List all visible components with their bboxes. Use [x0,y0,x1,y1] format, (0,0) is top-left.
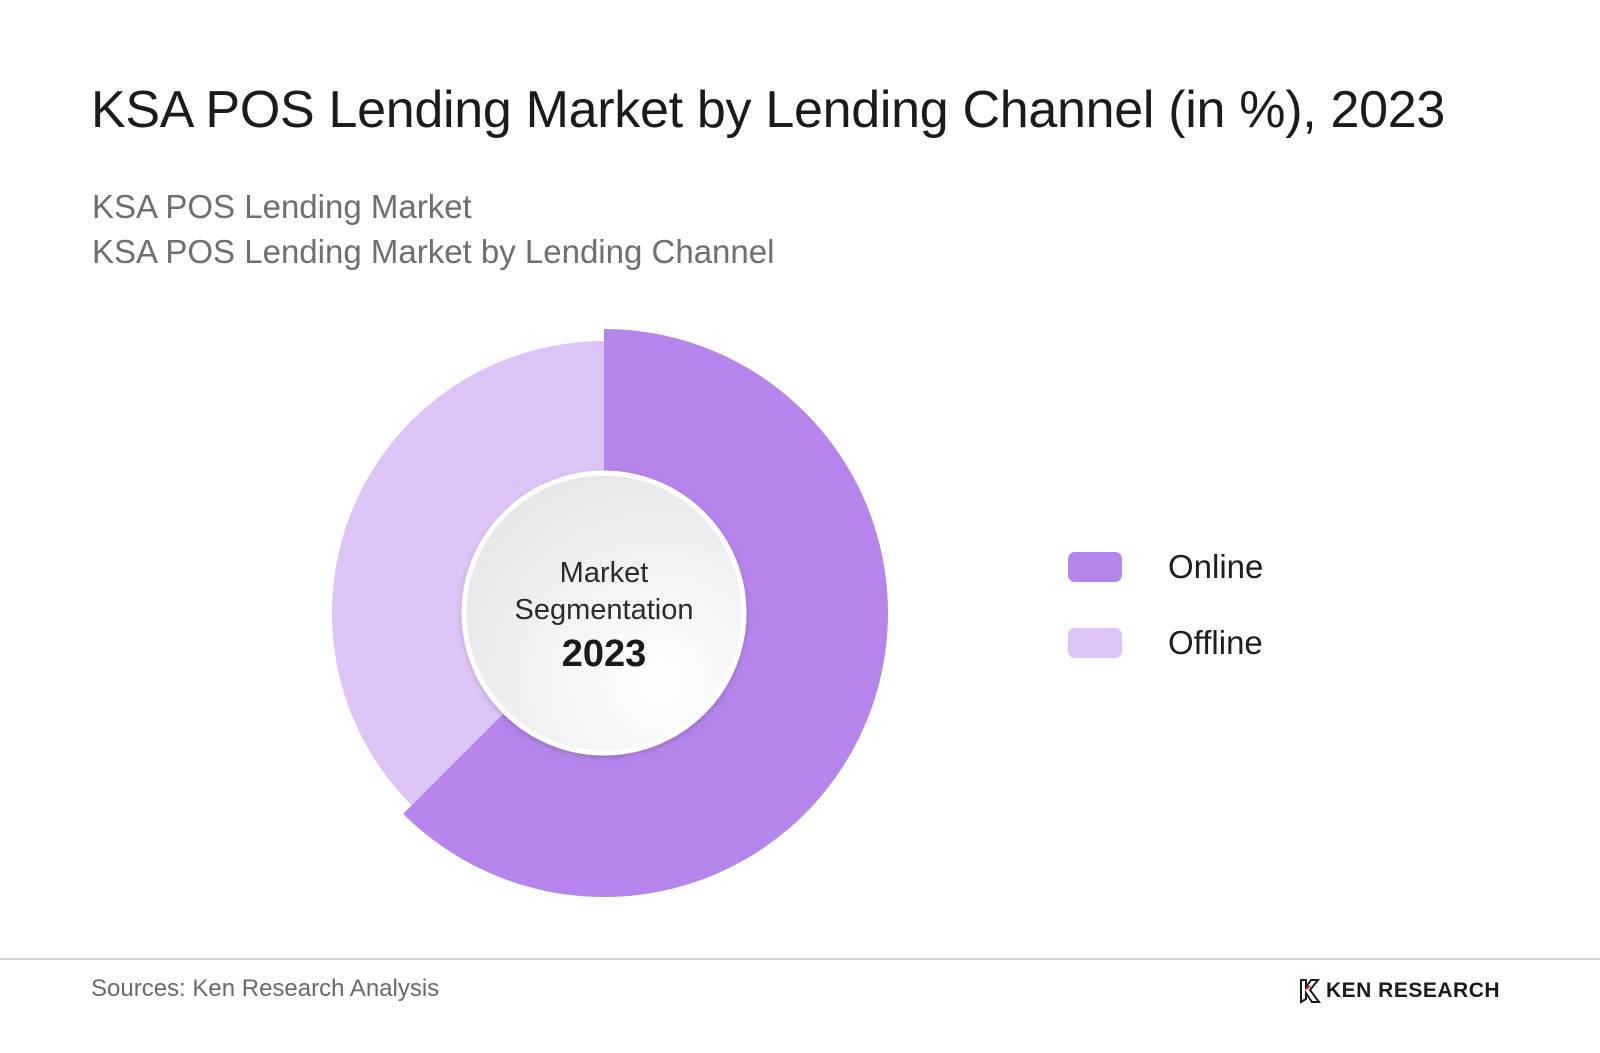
brand-name: KEN RESEARCH [1326,979,1501,1002]
legend-swatch-offline [1068,628,1122,658]
chart-subtitle-channel: KSA POS Lending Market by Lending Channe… [92,233,775,270]
legend-item-offline: Offline [1068,622,1263,664]
footer-divider [0,958,1600,960]
donut-slice-online [403,329,888,898]
legend-label-online: Online [1168,548,1264,585]
ken-research-logo-icon [1300,979,1321,1004]
brand-logo: KEN RESEARCH [1298,978,1500,1004]
center-label-line1: Market [560,557,649,589]
chart-title: KSA POS Lending Market by Lending Channe… [91,81,1445,139]
chart-subtitle-market: KSA POS Lending Market [92,188,472,225]
center-year: 2023 [562,633,647,675]
legend-item-online: Online [1068,546,1263,588]
legend-swatch-online [1068,552,1122,582]
donut-center-disc [461,470,747,756]
legend-label-offline: Offline [1168,624,1263,661]
source-note: Sources: Ken Research Analysis [91,975,440,1002]
center-label-line2: Segmentation [515,594,694,626]
chart-legend: Online Offline [1068,546,1263,698]
